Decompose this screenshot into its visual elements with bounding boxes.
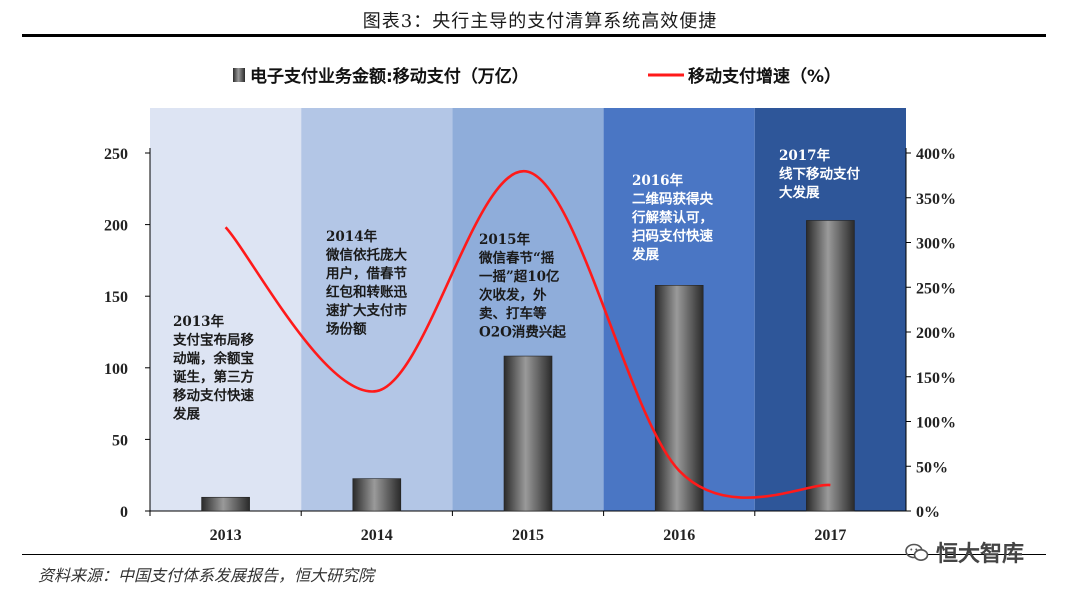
y-left-tick-label: 100	[104, 361, 128, 378]
annotation-line: 2017年	[779, 147, 831, 164]
growth-line-layer	[224, 170, 831, 499]
annotation-2016: 2016年二维码获得央行解禁认可， 扫码支付快速发展	[631, 172, 713, 263]
annotation-line: 微信春节“摇	[478, 250, 555, 267]
source-rule	[22, 554, 1046, 555]
annotation-line: 动端，余额宝	[173, 350, 254, 367]
annotation-line: 次收发，外	[479, 287, 547, 304]
annotation-line: 2016年	[632, 172, 684, 189]
annotation-line: 扫码支付快速	[632, 228, 713, 245]
annotation-2013: 2013年支付宝布局移动端，余额宝诞生，第三方移动支付快速发展	[172, 313, 254, 423]
y-left-tick-label: 50	[112, 432, 128, 449]
annotation-line: 2013年	[173, 313, 225, 330]
annotation-line: 发展	[631, 246, 660, 263]
y-right-tick-label: 400%	[916, 146, 956, 163]
annotation-line: 卖、打车等	[479, 305, 547, 322]
watermark-text: 恒大智库	[936, 542, 1025, 567]
title-rule	[22, 34, 1046, 37]
panel-2014	[301, 108, 453, 511]
bar-2017	[806, 220, 855, 512]
legend-line-label: 移动支付增速（%）	[688, 66, 841, 87]
annotation-2017: 2017年线下移动支付大发展	[779, 147, 860, 201]
annotation-line: 场份额	[326, 321, 367, 338]
annotation-line: 速扩大支付市	[326, 302, 407, 319]
bar-2016	[654, 285, 704, 512]
x-tick-label: 2014	[361, 527, 393, 544]
annotations: 2013年支付宝布局移动端，余额宝诞生，第三方移动支付快速发展2014年微信依托…	[172, 147, 860, 423]
source-note: 资料来源：中国支付体系发展报告，恒大研究院	[38, 566, 375, 585]
y-right-tick-label: 250%	[916, 280, 956, 297]
annotation-2014: 2014年微信依托庞大用户，借春节红包和转账迅速扩大支付市场份额	[325, 228, 407, 338]
legend-bar-swatch	[233, 68, 245, 82]
y-left-tick-label: 0	[120, 504, 128, 521]
legend-bar-label: 电子支付业务金额:移动支付（万亿）	[250, 66, 529, 87]
chart-title: 图表3：央行主导的支付清算系统高效便捷	[362, 11, 718, 32]
y-right-tick-label: 200%	[916, 325, 956, 342]
y-left-tick-label: 150	[104, 289, 128, 306]
annotation-line: 2015年	[479, 231, 531, 248]
y-right-tick-label: 100%	[916, 415, 956, 432]
bars	[201, 220, 855, 512]
bar-2013	[201, 496, 250, 512]
bar-2014	[352, 478, 402, 512]
annotation-line: 发展	[172, 406, 200, 423]
annotation-line: 红包和转账迅	[326, 284, 407, 301]
annotation-line: 支付宝布局移	[172, 332, 254, 349]
x-tick-label: 2015	[512, 527, 544, 544]
y-right-tick-label: 150%	[916, 370, 956, 387]
annotation-line: 2014年	[326, 228, 378, 245]
y-right-tick-label: 0%	[916, 504, 940, 521]
annotation-line: 一摇”超10亿	[479, 268, 560, 285]
y-right-tick-label: 350%	[916, 191, 956, 208]
annotation-line: 行解禁认可，	[631, 209, 713, 226]
annotation-line: 移动支付快速	[173, 387, 254, 404]
x-tick-label: 2016	[663, 527, 695, 544]
y-right-tick-label: 50%	[916, 459, 948, 476]
x-tick-label: 2013	[210, 527, 242, 544]
y-right-tick-label: 300%	[916, 236, 956, 253]
y-left-tick-label: 200	[104, 218, 128, 235]
panel-2013	[150, 108, 302, 511]
annotation-line: 大发展	[779, 184, 820, 201]
wechat-icon	[905, 543, 929, 561]
y-left-tick-label: 250	[104, 146, 128, 163]
bar-2015	[503, 355, 553, 512]
annotation-line: 线下移动支付	[779, 166, 860, 183]
legend: 电子支付业务金额:移动支付（万亿） 移动支付增速（%）	[233, 66, 841, 87]
annotation-line: 微信依托庞大	[325, 247, 407, 264]
x-tick-label: 2017	[814, 527, 846, 544]
annotation-line: 用户，借春节	[326, 265, 407, 282]
annotation-2015: 2015年微信春节“摇一摇”超10亿次收发，外卖、打车等 O2O消费兴起	[478, 231, 566, 341]
annotation-line: 诞生，第三方	[173, 369, 254, 386]
annotation-line: O2O消费兴起	[479, 324, 566, 341]
axes: 0 50 100 150 200 250 0% 50% 100% 150% 200% 250% 300%…	[104, 146, 956, 544]
annotation-line: 二维码获得央	[632, 191, 713, 208]
